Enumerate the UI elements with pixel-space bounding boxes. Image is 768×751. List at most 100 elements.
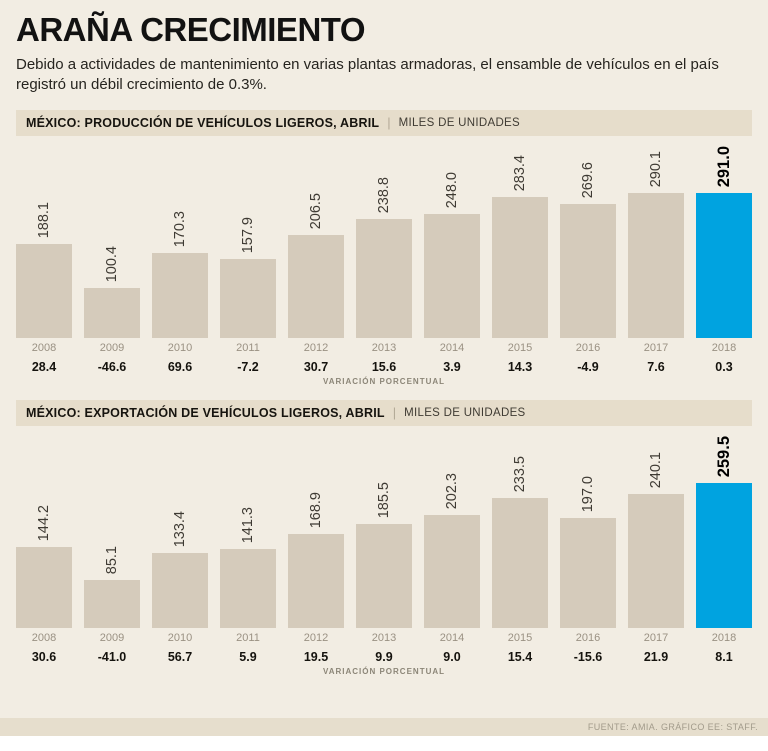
year-label: 2016: [575, 341, 601, 354]
variation-value: 9.0: [443, 649, 461, 664]
bar: [356, 218, 412, 338]
year-label: 2013: [371, 341, 397, 354]
bar: [560, 517, 616, 628]
year-label: 2015: [507, 341, 533, 354]
bar-column: 197.0: [560, 428, 616, 628]
variation-value: 5.9: [239, 649, 257, 664]
bar-value-label: 197.0: [579, 476, 596, 513]
variation-row-produccion: 28.4 -46.6 69.6 -7.2 30.7 15.6 3.9 14.3 -4.9 7.6 0…: [16, 360, 752, 374]
year-label: 2008: [31, 631, 57, 644]
bar-value-label: 202.3: [443, 473, 460, 510]
bar: [84, 579, 140, 628]
variation-value: -46.6: [97, 359, 127, 374]
bar-column: 206.5: [288, 138, 344, 338]
bar-column: 188.1: [16, 138, 72, 338]
bar: [288, 533, 344, 628]
bar-highlight: [696, 192, 752, 338]
bar-column: 157.9: [220, 138, 276, 338]
bar-value-label: 144.2: [35, 505, 52, 542]
year-label: 2009: [99, 631, 125, 644]
variation-value: -41.0: [97, 649, 127, 664]
section-unit-label: MILES DE UNIDADES: [398, 116, 520, 129]
variation-value: 15.6: [371, 359, 397, 374]
bar-value-label: 100.4: [103, 246, 120, 283]
variation-row-exportacion: 30.6 -41.0 56.7 5.9 19.5 9.9 9.0 15.4 -15.6 21.9 8…: [16, 650, 752, 664]
year-label: 2016: [575, 631, 601, 644]
year-label: 2010: [167, 341, 193, 354]
year-label: 2012: [303, 341, 329, 354]
variation-value: 30.7: [303, 359, 329, 374]
bar-column: 85.1: [84, 428, 140, 628]
bar-value-label: 170.3: [171, 211, 188, 248]
bar-column: 248.0: [424, 138, 480, 338]
year-label: 2017: [643, 341, 669, 354]
page-title: ARAÑA CRECIMIENTO: [16, 11, 366, 48]
year-label: 2015: [507, 631, 533, 644]
bar: [628, 493, 684, 628]
bar-value-label: 238.8: [375, 177, 392, 214]
bar-column: 141.3: [220, 428, 276, 628]
section-separator: |: [392, 405, 397, 420]
variation-value: 30.6: [31, 649, 57, 664]
year-label: 2013: [371, 631, 397, 644]
variation-caption: VARIACIÓN PORCENTUAL: [322, 666, 446, 676]
bar-column: 290.1: [628, 138, 684, 338]
variation-value: 15.4: [507, 649, 533, 664]
bar-column: 170.3: [152, 138, 208, 338]
bottom-margin: [0, 736, 768, 751]
bar-value-label: 206.5: [307, 193, 324, 230]
bar: [492, 196, 548, 338]
bar: [220, 548, 276, 628]
source-credit: FUENTE: AMIA. GRÁFICO EE: STAFF.: [0, 718, 768, 736]
bar-column: 291.0: [696, 138, 752, 338]
bar-column: 168.9: [288, 428, 344, 628]
bar-value-label: 185.5: [375, 482, 392, 519]
year-label: 2018: [711, 341, 737, 354]
years-row-produccion: 2008 2009 2010 2011 2012 2013 2014 2015 2016 2017…: [16, 342, 752, 354]
bar-column: 100.4: [84, 138, 140, 338]
bar-column: 233.5: [492, 428, 548, 628]
year-label: 2014: [439, 631, 465, 644]
bar-column: 238.8: [356, 138, 412, 338]
bars-area-exportacion: 144.2 85.1 133.4 141.3 168.9 185.5 202.3 233.5 1…: [16, 428, 752, 628]
bar: [492, 497, 548, 628]
bar-value-label: 188.1: [35, 202, 52, 239]
bar-column: 283.4: [492, 138, 548, 338]
variation-caption: VARIACIÓN PORCENTUAL: [322, 376, 446, 386]
year-label: 2008: [31, 341, 57, 354]
variation-value: -4.9: [577, 359, 599, 374]
bar-value-label: 141.3: [239, 507, 256, 544]
year-label: 2009: [99, 341, 125, 354]
bar-column: 240.1: [628, 428, 684, 628]
bar-value-label: 168.9: [307, 492, 324, 529]
variation-value: 21.9: [643, 649, 669, 664]
bar-value-label: 290.1: [647, 151, 664, 188]
variation-value: -15.6: [573, 649, 603, 664]
section-title: MÉXICO: PRODUCCIÓN DE VEHÍCULOS LIGEROS,…: [26, 115, 380, 130]
bar-column: 269.6: [560, 138, 616, 338]
year-label: 2012: [303, 631, 329, 644]
bar-value-label: 240.1: [647, 452, 664, 489]
bar-column: 185.5: [356, 428, 412, 628]
variation-value: 3.9: [443, 359, 461, 374]
year-label: 2011: [236, 341, 260, 354]
bar: [424, 514, 480, 628]
variation-value: 19.5: [303, 649, 329, 664]
bar: [424, 213, 480, 338]
bar-highlight: [696, 482, 752, 628]
bar-value-label-highlight: 259.5: [714, 436, 733, 478]
year-label: 2010: [167, 631, 193, 644]
bar: [16, 546, 72, 628]
bar-value-label: 248.0: [443, 172, 460, 209]
year-label: 2018: [711, 631, 737, 644]
section-separator: |: [387, 115, 391, 130]
bar-column: 202.3: [424, 428, 480, 628]
variation-value: -7.2: [237, 359, 259, 374]
variation-value: 69.6: [167, 359, 193, 374]
bar: [560, 203, 616, 338]
variation-value: 7.6: [647, 359, 665, 374]
bar: [152, 252, 208, 338]
bar-value-label: 283.4: [511, 155, 528, 192]
section-title: MÉXICO: EXPORTACIÓN DE VEHÍCULOS LIGEROS…: [26, 405, 385, 420]
year-label: 2014: [439, 341, 465, 354]
